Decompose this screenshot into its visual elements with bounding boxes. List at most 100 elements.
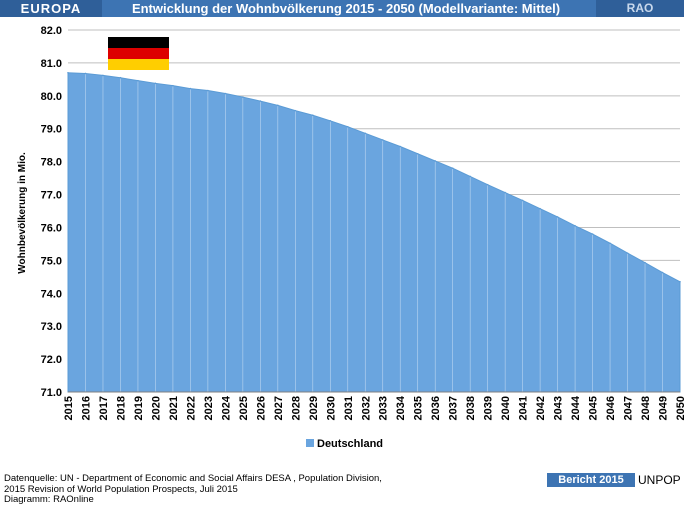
y-tick-label: 75.0 — [41, 255, 62, 267]
x-tick-label: 2050 — [675, 396, 684, 420]
x-tick-label: 2041 — [518, 396, 530, 420]
series-area-deutschland — [67, 72, 681, 393]
x-tick-label: 2042 — [535, 396, 547, 420]
y-tick-label: 77.0 — [41, 190, 62, 202]
data-point — [521, 199, 524, 202]
x-tick-label: 2029 — [308, 396, 320, 420]
y-tick-label: 81.0 — [41, 58, 62, 70]
x-tick-label: 2039 — [483, 396, 495, 420]
x-tick-label: 2043 — [553, 396, 565, 420]
x-tick-label: 2044 — [570, 395, 582, 420]
footer-brand: UNPOP — [638, 473, 681, 487]
x-tick-label: 2022 — [185, 396, 197, 420]
data-point — [312, 114, 314, 117]
source-line: Diagramm: RAOnline — [4, 494, 94, 505]
x-tick-label: 2025 — [238, 396, 250, 420]
x-tick-label: 2016 — [80, 396, 92, 420]
y-tick-label: 73.0 — [41, 321, 62, 333]
y-tick-label: 71.0 — [41, 387, 62, 399]
y-tick-label: 74.0 — [41, 288, 62, 300]
x-tick-label: 2027 — [273, 396, 285, 420]
source-line: 2015 Revision of World Population Prospe… — [4, 483, 238, 495]
data-point — [434, 160, 437, 162]
data-point — [346, 125, 349, 128]
y-axis-label: Wohnbevölkerung in Mio. — [17, 152, 28, 274]
data-point — [679, 280, 681, 283]
data-point — [574, 225, 576, 227]
x-tick-label: 2030 — [325, 396, 337, 420]
data-point — [469, 175, 471, 178]
data-point — [416, 152, 419, 155]
x-tick-label: 2035 — [413, 396, 425, 420]
x-tick-label: 2048 — [640, 396, 652, 420]
year-separators — [67, 71, 681, 392]
data-point — [609, 242, 611, 245]
x-tick-label: 2038 — [465, 396, 477, 420]
x-tick-labels: 2015 2016 2017 2018 2019 2020 2021 2022 2023 2024… — [63, 395, 684, 420]
y-tick-label: 76.0 — [41, 222, 62, 234]
data-point — [329, 120, 332, 122]
data-point — [381, 139, 384, 141]
y-tick-label: 82.0 — [41, 25, 62, 37]
y-tick-label: 72.0 — [41, 354, 62, 366]
data-point — [626, 252, 629, 254]
x-tick-label: 2021 — [168, 396, 180, 420]
legend: Deutschland — [306, 438, 383, 450]
x-tick-label: 2037 — [448, 396, 460, 420]
data-point — [504, 191, 506, 194]
data-point — [137, 79, 139, 82]
x-tick-label: 2015 — [63, 396, 75, 420]
data-point — [364, 132, 367, 135]
data-point — [84, 72, 87, 75]
data-point — [102, 74, 104, 77]
data-point — [119, 76, 122, 79]
germany-flag-icon — [108, 37, 169, 70]
data-point — [259, 100, 262, 102]
y-tick-labels: 71.0 72.0 73.0 74.0 75.0 76.0 77.0 78.0 79.0 80.0… — [41, 25, 62, 399]
header-bar: EUROPA Entwicklung der Wohnbvölkerung 20… — [0, 0, 684, 17]
x-tick-label: 2020 — [150, 396, 162, 420]
legend-swatch — [306, 439, 314, 447]
data-point — [591, 233, 594, 235]
x-tick-label: 2047 — [623, 396, 635, 420]
data-point — [661, 271, 664, 274]
x-tick-label: 2032 — [360, 396, 372, 420]
data-point — [224, 92, 227, 95]
x-tick-label: 2028 — [290, 396, 302, 420]
x-tick-label: 2040 — [500, 396, 512, 420]
data-source-note: Datenquelle: UN - Department of Economic… — [4, 473, 444, 506]
population-area-chart: 71.0 72.0 73.0 74.0 75.0 76.0 77.0 78.0 79.0 80.0… — [17, 25, 684, 450]
x-tick-label: 2036 — [430, 396, 442, 420]
region-label: EUROPA — [0, 0, 102, 17]
legend-label: Deutschland — [317, 438, 383, 450]
data-point — [644, 261, 646, 264]
data-point — [294, 109, 297, 112]
x-tick-label: 2023 — [203, 396, 215, 420]
page-title: Entwicklung der Wohnbvölkerung 2015 - 20… — [131, 1, 561, 16]
data-point — [189, 87, 192, 90]
data-point — [207, 89, 209, 92]
x-tick-label: 2049 — [658, 396, 670, 420]
x-tick-label: 2034 — [395, 395, 407, 420]
data-point — [242, 96, 244, 98]
brand-label: RAO — [596, 0, 684, 17]
x-tick-label: 2046 — [605, 396, 617, 420]
report-badge: Bericht 2015 — [547, 473, 635, 487]
x-tick-label: 2024 — [220, 395, 232, 420]
data-point — [277, 104, 279, 107]
x-tick-label: 2045 — [588, 396, 600, 420]
x-tick-label: 2033 — [378, 396, 390, 420]
x-tick-label: 2031 — [343, 396, 355, 420]
data-point — [486, 183, 489, 186]
x-tick-label: 2019 — [133, 396, 145, 420]
data-point — [539, 207, 541, 210]
data-point — [399, 145, 402, 148]
data-point — [451, 167, 454, 170]
x-tick-label: 2018 — [115, 396, 127, 420]
data-point — [556, 216, 559, 218]
source-line: Datenquelle: UN - Department of Economic… — [4, 473, 382, 484]
data-point — [67, 71, 69, 74]
data-point — [154, 82, 157, 85]
data-point — [172, 84, 174, 87]
x-tick-label: 2017 — [98, 396, 110, 420]
